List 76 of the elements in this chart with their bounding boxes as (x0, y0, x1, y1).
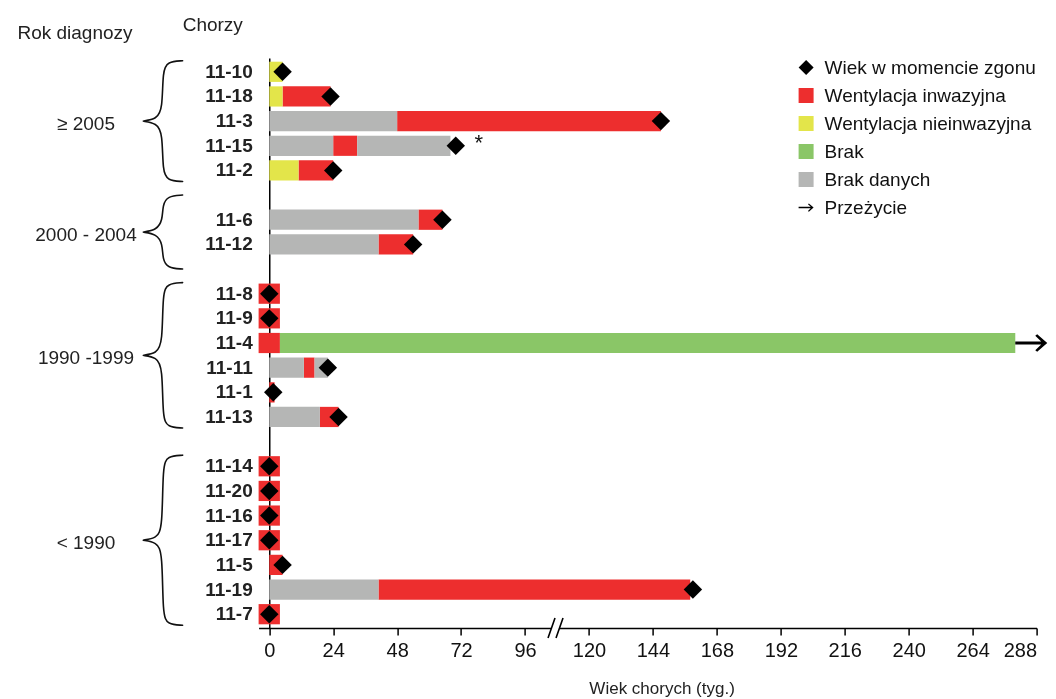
bar (258, 332, 280, 354)
legend-label: Wentylacja inwazyjna (824, 84, 1007, 106)
bar (279, 332, 1016, 354)
bar (269, 357, 304, 378)
y-tick-label: 11-11 (206, 356, 254, 378)
x-tick-label: 192 (764, 638, 799, 661)
legend-label: Wiek w momencie zgonu (824, 56, 1036, 78)
x-tick-label: 96 (514, 638, 537, 661)
bar (397, 111, 661, 132)
point (403, 235, 423, 254)
y-tick-label: 11-13 (205, 405, 253, 427)
point (323, 161, 343, 180)
y-tick-label: 11-5 (215, 553, 254, 575)
point (273, 555, 292, 575)
y-tick-label: 11-19 (205, 578, 253, 600)
legend-label: Brak danych (824, 168, 931, 190)
bar (333, 135, 358, 156)
point (446, 136, 465, 155)
annotation: * (474, 129, 484, 155)
bar (269, 86, 283, 107)
point (433, 210, 452, 229)
bar (269, 111, 398, 132)
y-tick-label: 11-9 (215, 307, 253, 329)
x-tick-label: 144 (636, 638, 671, 661)
text: 1990 -1999 (37, 347, 135, 369)
y-tick-label: 11-16 (205, 504, 253, 526)
y-tick-label: 11-2 (215, 159, 253, 181)
x-tick-label: 288 (1003, 638, 1038, 661)
x-tick-label: 168 (700, 638, 735, 661)
y-tick-label: 11-7 (215, 603, 253, 625)
x-tick-label: 240 (892, 638, 926, 661)
y-tick-label: 11-17 (205, 529, 253, 551)
bar (269, 579, 379, 600)
y-tick-label: 11-1 (215, 381, 254, 403)
text: Rok diagnozy (17, 22, 134, 43)
y-axis-title: Chorzy (182, 13, 244, 35)
x-tick-label: 72 (450, 638, 473, 661)
point (683, 580, 703, 599)
bar (269, 209, 419, 230)
point (321, 87, 340, 106)
text: 2000 - 2004 (35, 224, 138, 246)
bar (303, 357, 315, 378)
point (264, 383, 283, 402)
bar (357, 135, 451, 156)
y-tick-label: 11-12 (205, 233, 253, 255)
point (318, 358, 338, 377)
x-tick-label: 216 (828, 638, 862, 661)
y-tick-label: 11-8 (215, 282, 253, 304)
bar (269, 406, 320, 428)
legend-label: Wentylacja nieinwazyjna (824, 112, 1032, 134)
bar (269, 234, 379, 255)
y-tick-label: 11-18 (205, 85, 253, 107)
x-tick-label: 0 (264, 638, 276, 661)
bar (269, 160, 299, 181)
y-tick-label: 11-14 (205, 455, 254, 477)
x-axis-title: Wiek chorych (tyg.) (589, 678, 735, 698)
bar (282, 86, 331, 107)
bar (378, 579, 691, 600)
text: < 1990 (56, 532, 116, 554)
point (651, 111, 671, 131)
point (329, 407, 348, 427)
y-tick-label: 11-15 (205, 134, 254, 156)
legend-label: Brak (824, 140, 865, 162)
x-tick-label: 120 (572, 638, 607, 661)
bar (269, 135, 334, 156)
y-tick-label: 11-20 (205, 479, 253, 501)
y-tick-label: 11-3 (215, 110, 253, 132)
text: ≥ 2005 (57, 113, 115, 135)
y-tick-label: 11-4 (215, 332, 254, 353)
x-tick-label: 24 (322, 638, 345, 661)
y-tick-label: 11-10 (205, 60, 253, 82)
x-tick-label: 48 (386, 638, 409, 661)
point (273, 62, 292, 82)
legend-label: Przeżycie (824, 196, 907, 218)
x-tick-label: 264 (956, 638, 990, 661)
y-tick-label: 11-6 (215, 208, 253, 230)
